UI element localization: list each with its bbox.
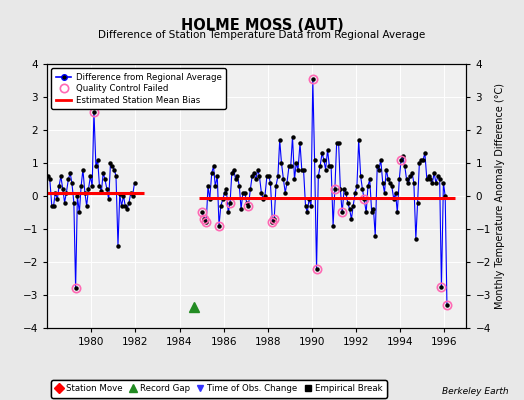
Y-axis label: Monthly Temperature Anomaly Difference (°C): Monthly Temperature Anomaly Difference (… [495, 83, 505, 309]
Text: Difference of Station Temperature Data from Regional Average: Difference of Station Temperature Data f… [99, 30, 425, 40]
Text: Berkeley Earth: Berkeley Earth [442, 387, 508, 396]
Text: HOLME MOSS (AUT): HOLME MOSS (AUT) [181, 18, 343, 33]
Legend: Station Move, Record Gap, Time of Obs. Change, Empirical Break: Station Move, Record Gap, Time of Obs. C… [51, 380, 387, 398]
